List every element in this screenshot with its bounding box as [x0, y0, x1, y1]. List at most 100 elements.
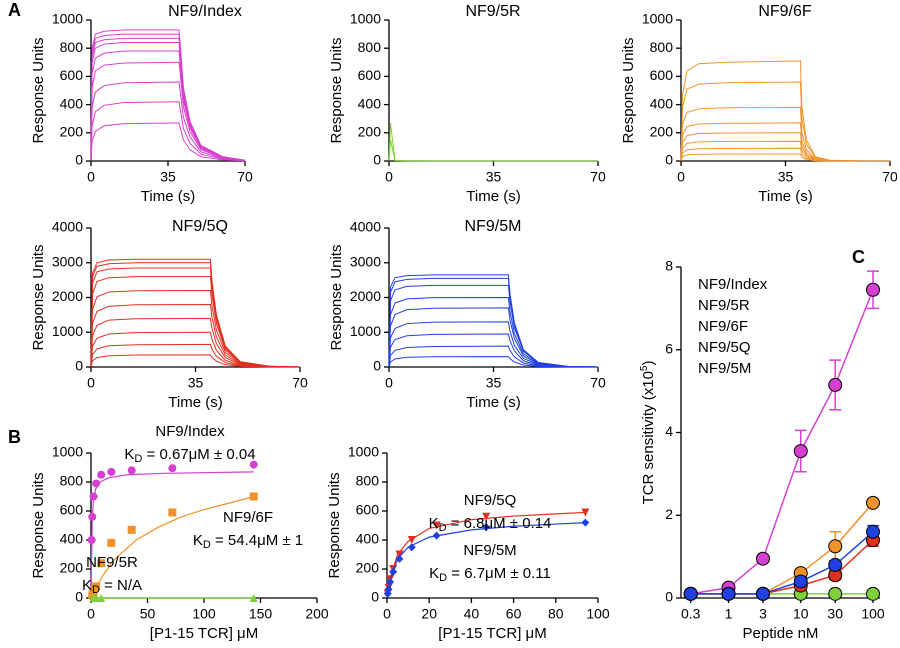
data-line — [90, 354, 301, 368]
x-tick-label: 70 — [590, 169, 606, 185]
y-axis-label: TCR sensitivity (x105) — [639, 361, 657, 505]
x-tick-label: 0 — [383, 606, 391, 622]
chart-panel: 0 200 400 600 800 1000 0 35 70 Time (s) Response U… — [328, 3, 606, 205]
data-line — [388, 321, 599, 368]
panel-label: A — [8, 0, 21, 20]
y-axis-label-superscript: 5 — [639, 365, 650, 371]
annotation-kd: KD = 6.7μM ± 0.11 — [429, 565, 551, 584]
data-point — [168, 508, 177, 517]
kd-subscript: D — [439, 572, 447, 584]
legend-entry: NF9/5R — [698, 297, 750, 314]
data-line — [690, 539, 874, 595]
y-tick-label: 0 — [373, 152, 381, 168]
y-tick-label: 8 — [665, 258, 673, 274]
data-line — [388, 139, 598, 162]
chart-panel: 0 1000 2000 3000 4000 0 35 70 Time (s) Response U… — [30, 218, 308, 411]
data-point — [92, 594, 101, 602]
kd-value: = 54.4μM ± 1 — [211, 532, 303, 549]
kd-symbol: K — [124, 446, 134, 463]
kd-symbol: K — [193, 532, 203, 549]
y-tick-label: 600 — [650, 67, 674, 83]
annotation-name: NF9/Index — [155, 423, 225, 440]
data-point — [97, 594, 106, 602]
data-line — [690, 502, 874, 595]
chart-title: NF9/5M — [465, 218, 522, 235]
data-line — [90, 290, 301, 368]
y-tick-label: 0 — [75, 589, 83, 605]
y-tick-label: 0 — [75, 358, 83, 374]
y-tick-label: 4000 — [52, 219, 83, 235]
kd-symbol: K — [82, 577, 92, 594]
chart-panel: 0 200 400 600 800 1000 0 50 100 150 200 [P1-15 TCR]… — [30, 423, 329, 642]
y-tick-label: 600 — [358, 67, 382, 83]
y-tick-label: 200 — [650, 124, 674, 140]
data-line — [388, 333, 599, 368]
data-point — [581, 508, 590, 517]
data-point — [107, 538, 116, 547]
data-line — [90, 122, 246, 162]
panel-label: C — [852, 247, 865, 267]
y-tick-label: 1000 — [52, 323, 83, 339]
kd-value: = 6.7μM ± 0.11 — [447, 565, 551, 582]
x-tick-label: 50 — [140, 606, 156, 622]
data-line — [90, 276, 301, 368]
data-line — [90, 101, 246, 162]
x-tick-label: 150 — [249, 606, 273, 622]
y-axis-label: Response Units — [326, 473, 343, 579]
data-line — [388, 122, 598, 162]
annotation-name: NF9/5Q — [464, 492, 517, 509]
data-point — [865, 524, 880, 539]
y-tick-label: 0 — [75, 152, 83, 168]
x-tick-label: 35 — [486, 375, 502, 391]
chart-title: NF9/Index — [168, 3, 242, 20]
data-line — [680, 147, 890, 162]
data-point — [395, 554, 404, 563]
x-tick-label: 0 — [87, 375, 95, 391]
y-tick-label: 6 — [665, 340, 673, 356]
legend-entry: NF9/6F — [698, 318, 748, 335]
kd-value: = 0.67μM ± 0.04 — [142, 446, 255, 463]
x-tick-label: 10 — [793, 606, 809, 622]
y-tick-label: 400 — [358, 95, 382, 111]
x-tick-label: 35 — [486, 169, 502, 185]
y-axis-label-text: Response Units — [30, 245, 47, 351]
data-point — [482, 512, 491, 521]
data-line — [90, 267, 301, 368]
y-tick-label: 2 — [665, 506, 673, 522]
data-point — [407, 543, 416, 552]
x-tick-label: 100 — [861, 606, 885, 622]
x-tick-label: 0 — [677, 169, 685, 185]
kd-symbol: K — [429, 515, 439, 532]
data-point — [89, 588, 98, 597]
chart-title: NF9/5R — [465, 3, 520, 20]
data-point — [482, 522, 491, 531]
data-line — [680, 81, 890, 162]
y-tick-label: 2000 — [350, 288, 381, 304]
data-line — [90, 303, 301, 368]
x-tick-label: 70 — [292, 375, 308, 391]
y-axis-label-text: TCR sensitivity (x10 — [640, 371, 657, 504]
y-tick-label: 4 — [665, 423, 673, 439]
data-line — [90, 258, 301, 368]
data-point — [432, 521, 441, 530]
x-axis-label: [P1-15 TCR] μM — [150, 625, 258, 642]
y-axis-label-text: Response Units — [328, 245, 345, 351]
data-point — [249, 492, 258, 501]
data-point — [97, 559, 106, 568]
y-axis-label: Response Units — [30, 473, 47, 579]
fit-line — [90, 495, 254, 599]
x-axis-label: Time (s) — [466, 188, 520, 205]
data-point — [793, 444, 808, 459]
y-tick-label: 400 — [356, 531, 380, 547]
y-tick-label: 800 — [60, 473, 84, 489]
y-axis-label: Response Units — [620, 38, 637, 144]
y-tick-label: 1000 — [52, 444, 83, 460]
x-tick-label: 0 — [87, 169, 95, 185]
y-tick-label: 3000 — [350, 253, 381, 269]
annotation-kd: KD = 6.8μM ± 0.14 — [429, 515, 552, 534]
data-point — [865, 495, 880, 510]
y-tick-label: 1000 — [348, 444, 379, 460]
y-axis-label-text: ) — [640, 361, 657, 366]
y-tick-label: 1000 — [350, 11, 381, 27]
data-line — [680, 153, 890, 162]
